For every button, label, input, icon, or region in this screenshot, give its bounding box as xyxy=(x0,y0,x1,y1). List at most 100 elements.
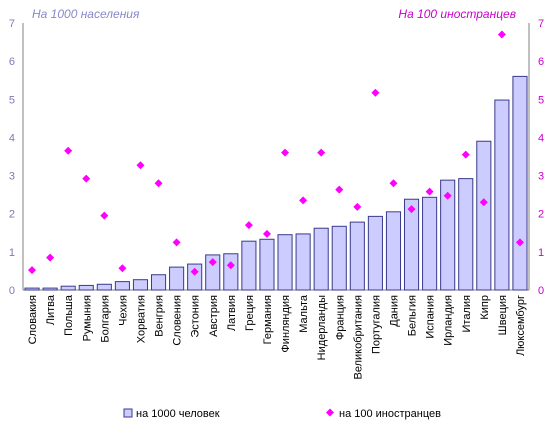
data-point xyxy=(353,202,362,211)
category-label: Эстония xyxy=(190,295,202,338)
right-tick-label: 6 xyxy=(538,56,544,68)
data-point xyxy=(317,148,326,157)
bar xyxy=(241,240,257,291)
bar xyxy=(385,211,402,291)
bar xyxy=(259,238,275,291)
bar xyxy=(367,215,383,291)
category-label: Нидерланды xyxy=(316,295,328,360)
data-point xyxy=(299,196,308,205)
bar xyxy=(150,274,167,291)
bar xyxy=(295,233,311,291)
legend-point-label: на 100 иностранцев xyxy=(339,408,441,420)
bar xyxy=(187,263,203,291)
data-point xyxy=(461,150,470,159)
bar xyxy=(223,253,239,291)
bar xyxy=(114,281,130,291)
data-point xyxy=(281,148,290,157)
category-label: Хорватия xyxy=(135,295,147,343)
data-point xyxy=(136,161,145,170)
category-label: Швеция xyxy=(497,295,509,335)
legend-point-marker xyxy=(326,408,334,417)
right-tick-label: 0 xyxy=(538,285,544,297)
left-tick-label: 0 xyxy=(9,285,15,297)
data-point xyxy=(262,229,271,238)
data-point xyxy=(172,238,181,247)
bar xyxy=(422,196,438,291)
data-point xyxy=(46,253,55,262)
category-label: Великобритания xyxy=(352,295,364,380)
bar xyxy=(60,285,76,291)
left-tick-label: 2 xyxy=(9,209,15,221)
bar xyxy=(132,279,149,291)
left-tick-label: 5 xyxy=(9,94,15,106)
category-labels: Словакия Литва Польша Румыния Болгария Чехия Х… xyxy=(27,294,527,379)
category-label: Венгрия xyxy=(154,295,166,337)
category-label: Кипр xyxy=(479,295,491,320)
right-axis-ticks: 0 1 2 3 4 5 6 7 xyxy=(538,18,544,297)
category-label: Словения xyxy=(172,295,184,346)
bar xyxy=(476,140,492,291)
data-point xyxy=(407,205,416,214)
right-tick-label: 5 xyxy=(538,94,544,106)
category-label: Италия xyxy=(461,295,473,333)
data-point xyxy=(154,179,163,188)
data-point xyxy=(208,258,217,267)
data-point xyxy=(190,267,199,276)
bar xyxy=(440,179,456,291)
bar xyxy=(313,227,329,291)
data-point xyxy=(244,221,253,230)
legend-bar-swatch xyxy=(123,408,133,418)
left-axis-ticks: 0 1 2 3 4 5 6 7 xyxy=(9,18,15,297)
right-axis-title: На 100 иностранцев xyxy=(398,7,516,21)
data-point xyxy=(118,264,127,273)
category-label: Мальта xyxy=(298,294,310,333)
category-label: Австрия xyxy=(208,295,220,337)
bar xyxy=(96,283,112,291)
data-point xyxy=(389,179,398,188)
data-point xyxy=(226,261,235,270)
bar xyxy=(277,234,293,291)
category-label: Германия xyxy=(262,295,274,344)
data-point xyxy=(443,191,452,200)
bar xyxy=(512,75,528,291)
right-tick-label: 3 xyxy=(538,171,544,183)
category-label: Литва xyxy=(45,294,57,325)
category-label: Люксембург xyxy=(515,295,527,356)
data-point xyxy=(28,266,37,275)
data-point xyxy=(335,185,344,194)
bar xyxy=(331,225,347,291)
category-label: Греция xyxy=(244,295,256,331)
data-point xyxy=(371,88,380,97)
category-label: Дания xyxy=(388,295,400,327)
data-point xyxy=(497,30,506,39)
data-point xyxy=(82,174,91,183)
left-tick-label: 3 xyxy=(9,171,15,183)
data-point xyxy=(100,211,109,220)
data-point xyxy=(64,146,73,155)
data-point xyxy=(479,198,488,207)
left-tick-label: 4 xyxy=(9,132,15,144)
bar xyxy=(403,198,420,291)
left-tick-label: 6 xyxy=(9,56,15,68)
legend: на 1000 человек на 100 иностранцев xyxy=(123,408,441,420)
category-label: Болгария xyxy=(99,295,111,343)
bar-series xyxy=(24,75,528,291)
left-tick-label: 1 xyxy=(9,247,15,259)
category-label: Чехия xyxy=(117,295,129,326)
category-label: Румыния xyxy=(81,295,93,341)
right-tick-label: 4 xyxy=(538,132,544,144)
data-point xyxy=(425,187,434,196)
right-tick-label: 7 xyxy=(538,18,544,30)
legend-bar-label: на 1000 человек xyxy=(136,408,220,420)
category-label: Латвия xyxy=(226,295,238,331)
bar xyxy=(24,287,40,291)
category-label: Словакия xyxy=(27,295,39,344)
right-tick-label: 2 xyxy=(538,209,544,221)
bar xyxy=(205,254,221,291)
bar xyxy=(458,178,474,291)
category-label: Бельгия xyxy=(407,295,419,336)
left-axis-title: На 1000 населения xyxy=(32,7,140,21)
scatter-series xyxy=(28,30,524,276)
left-tick-label: 7 xyxy=(9,18,15,30)
